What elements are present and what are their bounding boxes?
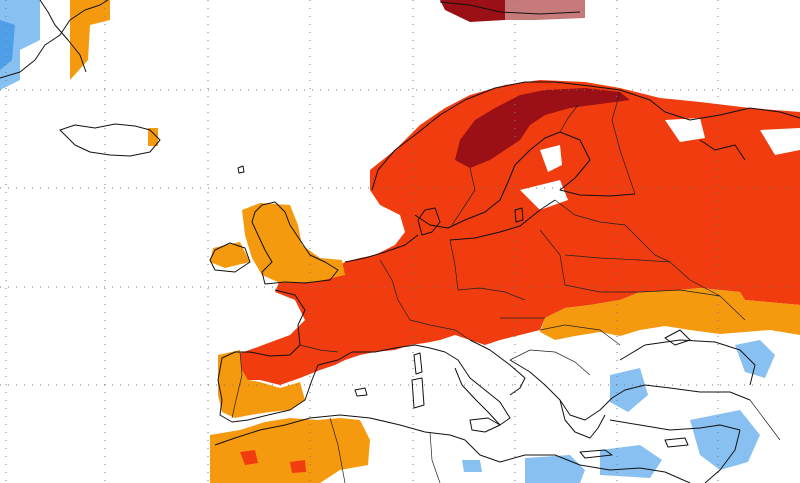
- shade-dark-red-svalbard: [440, 0, 505, 22]
- border-czech: [457, 287, 526, 301]
- shade-light-blue-greenland: [0, 0, 40, 90]
- coast-white-sea: [699, 139, 746, 161]
- shade-light-blue-turkey: [610, 368, 648, 412]
- coast-iceland: [59, 123, 161, 157]
- shade-red-north-africa-2: [290, 460, 306, 473]
- coast-greenland: [0, 0, 109, 79]
- shade-light-blue-black-sea: [735, 340, 775, 378]
- coast-black-sea: [619, 339, 756, 386]
- shade-blue-greenland: [0, 20, 15, 70]
- coast-finland: [559, 131, 636, 197]
- border-poland-east: [539, 229, 566, 286]
- coast-svalbard: [439, 1, 581, 15]
- coast-sardinia: [411, 377, 425, 409]
- border-france-spain: [299, 344, 339, 353]
- shade-orange-iceland: [148, 128, 158, 146]
- border-baltics: [554, 199, 656, 256]
- coast-kola: [664, 107, 800, 121]
- coast-riviera: [352, 344, 446, 353]
- coast-cyprus: [664, 437, 689, 448]
- border-ukraine: [564, 284, 721, 297]
- coast-crete: [579, 449, 613, 459]
- border-algeria-tunisia: [429, 431, 441, 483]
- shade-orange-iberia: [218, 350, 305, 418]
- shade-dark-red-norway: [455, 88, 630, 168]
- shade-gap-north-russia: [665, 118, 705, 142]
- shade-orange-southeast: [540, 288, 800, 340]
- border-north-africa: [329, 417, 346, 483]
- shade-orange-ireland: [210, 242, 250, 268]
- shade-gap-north-russia-2: [760, 128, 800, 155]
- coast-north-sea: [344, 234, 419, 263]
- border-balkans: [509, 349, 591, 376]
- shade-light-blue-libya: [525, 455, 585, 483]
- border-belarus: [564, 254, 671, 263]
- coast-italy-east: [469, 339, 526, 396]
- coast-crimea: [664, 329, 691, 346]
- border-alps: [409, 319, 471, 341]
- coast-great-britain: [251, 201, 339, 285]
- coast-faroe: [237, 165, 245, 174]
- coast-greenland-east: [39, 0, 87, 73]
- shade-light-blue-levant: [690, 410, 760, 470]
- coast-balkans: [509, 359, 613, 421]
- shade-orange-north-africa: [210, 418, 370, 483]
- shade-orange-britain: [242, 203, 345, 283]
- coast-denmark: [417, 207, 441, 236]
- shade-light-blue-east-med: [600, 445, 662, 478]
- border-norway-sweden: [451, 167, 476, 226]
- shade-pink-svalbard: [505, 0, 585, 20]
- coast-north-africa: [214, 414, 466, 446]
- coast-corsica: [413, 352, 423, 375]
- border-russia-west: [654, 254, 746, 321]
- coast-libya: [464, 439, 691, 483]
- shade-orange-greenland: [70, 0, 110, 80]
- shade-red-north-africa: [240, 450, 258, 465]
- border-turkey-east: [749, 399, 781, 441]
- coast-gotland: [514, 207, 524, 223]
- coast-balearics: [354, 387, 368, 397]
- shade-light-blue-libya-2: [462, 460, 482, 472]
- coast-iberia-west: [217, 351, 353, 423]
- coast-ireland: [209, 242, 251, 273]
- shade-gap-baltic: [540, 145, 562, 172]
- border-poland-west: [449, 239, 459, 291]
- border-finland-russia: [611, 91, 636, 195]
- coast-sicily: [469, 417, 501, 433]
- coast-levant: [704, 429, 741, 483]
- coast-baltic-south: [449, 199, 556, 241]
- country-borders: [231, 91, 781, 483]
- border-spain-portugal: [231, 351, 243, 419]
- coast-turkey: [611, 384, 751, 401]
- shade-gap-gulf-finland: [520, 180, 568, 210]
- border-romania: [539, 324, 621, 346]
- coast-turkey-south: [609, 419, 741, 431]
- coast-italy: [444, 351, 511, 426]
- coast-sweden-baltic: [414, 131, 561, 229]
- coast-norway: [371, 81, 666, 191]
- coast-greece: [559, 399, 606, 439]
- border-sweden-finland: [559, 104, 579, 133]
- border-germany-france: [379, 259, 411, 321]
